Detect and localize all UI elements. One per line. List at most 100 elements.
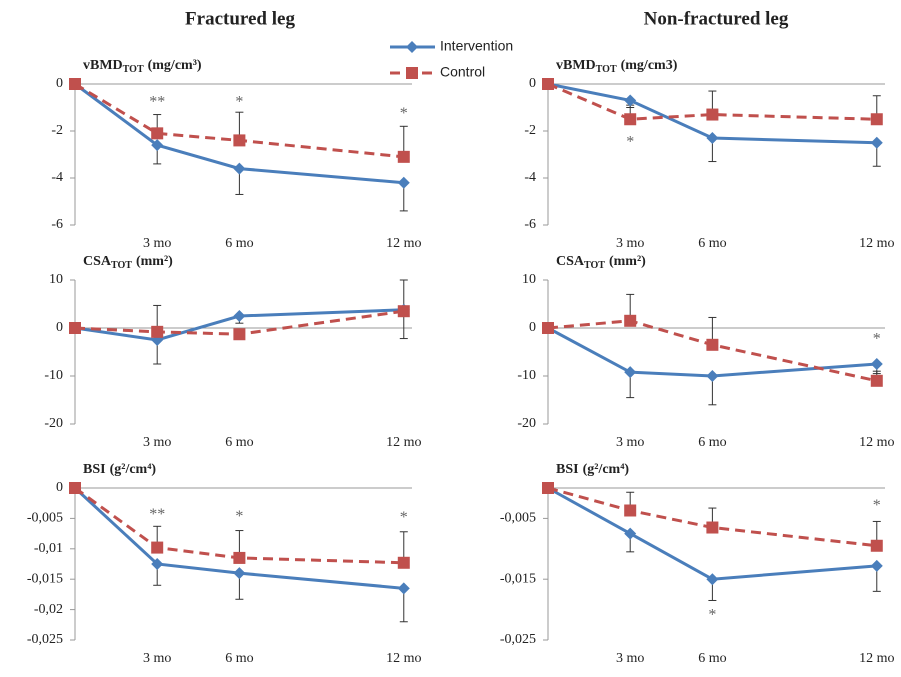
marker [397,582,410,595]
marker [233,567,246,580]
x-tick-label: 6 mo [698,651,726,666]
marker [706,132,719,145]
marker [233,162,246,175]
x-tick-label: 3 mo [143,651,171,666]
column-title: Non-fractured leg [644,8,789,29]
column-title: Fractured leg [185,8,295,29]
x-tick-label: 12 mo [386,435,421,450]
y-tick-label: -4 [524,170,536,185]
series-line [74,82,404,159]
x-tick-label: 3 mo [616,435,644,450]
marker [706,338,719,351]
annotation: ** [149,506,165,523]
x-tick-label: 3 mo [143,435,171,450]
series-line [74,309,404,336]
y-tick-label: -4 [51,170,63,185]
title-unit: (mg/cm³) [148,58,202,73]
title-subscript: TOT [123,64,144,75]
marker [706,370,719,382]
y-tick-label: -2 [524,123,536,138]
y-tick-label: -0,005 [27,511,63,526]
y-tick-label: -0,015 [27,571,63,586]
panel-title: vBMDTOT (mg/cm³) [83,58,202,75]
marker [624,527,637,540]
title-unit: (mm²) [609,254,646,269]
x-tick-label: 12 mo [859,236,894,251]
title-main: CSA [556,254,585,269]
marker [233,134,246,147]
x-tick-label: 6 mo [225,651,253,666]
marker [69,322,81,334]
marker [397,556,410,569]
y-tick-label: -0,02 [34,602,63,617]
marker [870,374,883,387]
series-line [547,319,878,383]
marker [406,67,418,79]
annotation: * [626,133,634,150]
annotation: * [400,105,408,122]
annotation: * [873,331,881,348]
panel-title: BSI (g²/cm⁴) [556,462,629,477]
marker [706,573,719,586]
marker [870,358,883,370]
marker [706,108,719,121]
series-line [547,326,877,378]
y-tick-label: -0,025 [27,632,63,647]
marker [624,94,637,107]
x-tick-label: 6 mo [698,236,726,251]
marker [542,78,554,90]
marker [624,314,637,327]
marker [542,322,554,334]
marker [151,541,164,554]
y-tick-label: -10 [44,368,63,383]
panel-title: BSI (g²/cm⁴) [83,462,156,477]
panel-title: CSATOT (mm²) [556,254,646,271]
marker [406,41,418,53]
marker [624,366,637,379]
title-subscript: TOT [584,260,605,271]
y-tick-label: -0,025 [500,632,536,647]
title-unit: (mg/cm3) [621,58,678,73]
title-main: BSI [83,462,106,477]
x-tick-label: 12 mo [386,651,421,666]
marker [870,539,883,552]
annotation: ** [149,93,165,110]
y-tick-label: -2 [51,123,63,138]
y-tick-label: 0 [56,76,63,91]
x-tick-label: 12 mo [386,236,421,251]
series-line [74,308,404,342]
y-tick-label: -6 [524,217,536,232]
panel-title: vBMDTOT (mg/cm3) [556,58,678,75]
y-tick-label: -0,015 [500,571,536,586]
marker [624,113,637,126]
marker [151,558,164,570]
x-tick-label: 12 mo [859,651,894,666]
title-main: vBMD [556,58,596,73]
x-tick-label: 6 mo [225,236,253,251]
series-line [547,82,877,145]
annotation: * [873,497,881,514]
series-line [74,486,404,565]
legend-label: Control [440,64,485,80]
marker [151,139,164,152]
y-tick-label: 10 [49,272,63,287]
y-tick-label: -6 [51,217,63,232]
marker [233,328,246,341]
marker [233,310,246,322]
marker [624,504,637,517]
y-tick-label: 0 [529,320,536,335]
series-line [74,82,404,185]
y-tick-label: -20 [44,416,63,431]
y-tick-label: 0 [529,76,536,91]
marker [870,559,883,572]
y-tick-label: 0 [56,320,63,335]
title-main: vBMD [83,58,123,73]
marker [151,127,164,140]
annotation: * [400,509,408,526]
title-subscript: TOT [111,260,132,271]
y-tick-label: -10 [517,368,536,383]
x-tick-label: 6 mo [225,435,253,450]
title-main: CSA [83,254,112,269]
marker [151,325,164,338]
marker [542,482,554,494]
